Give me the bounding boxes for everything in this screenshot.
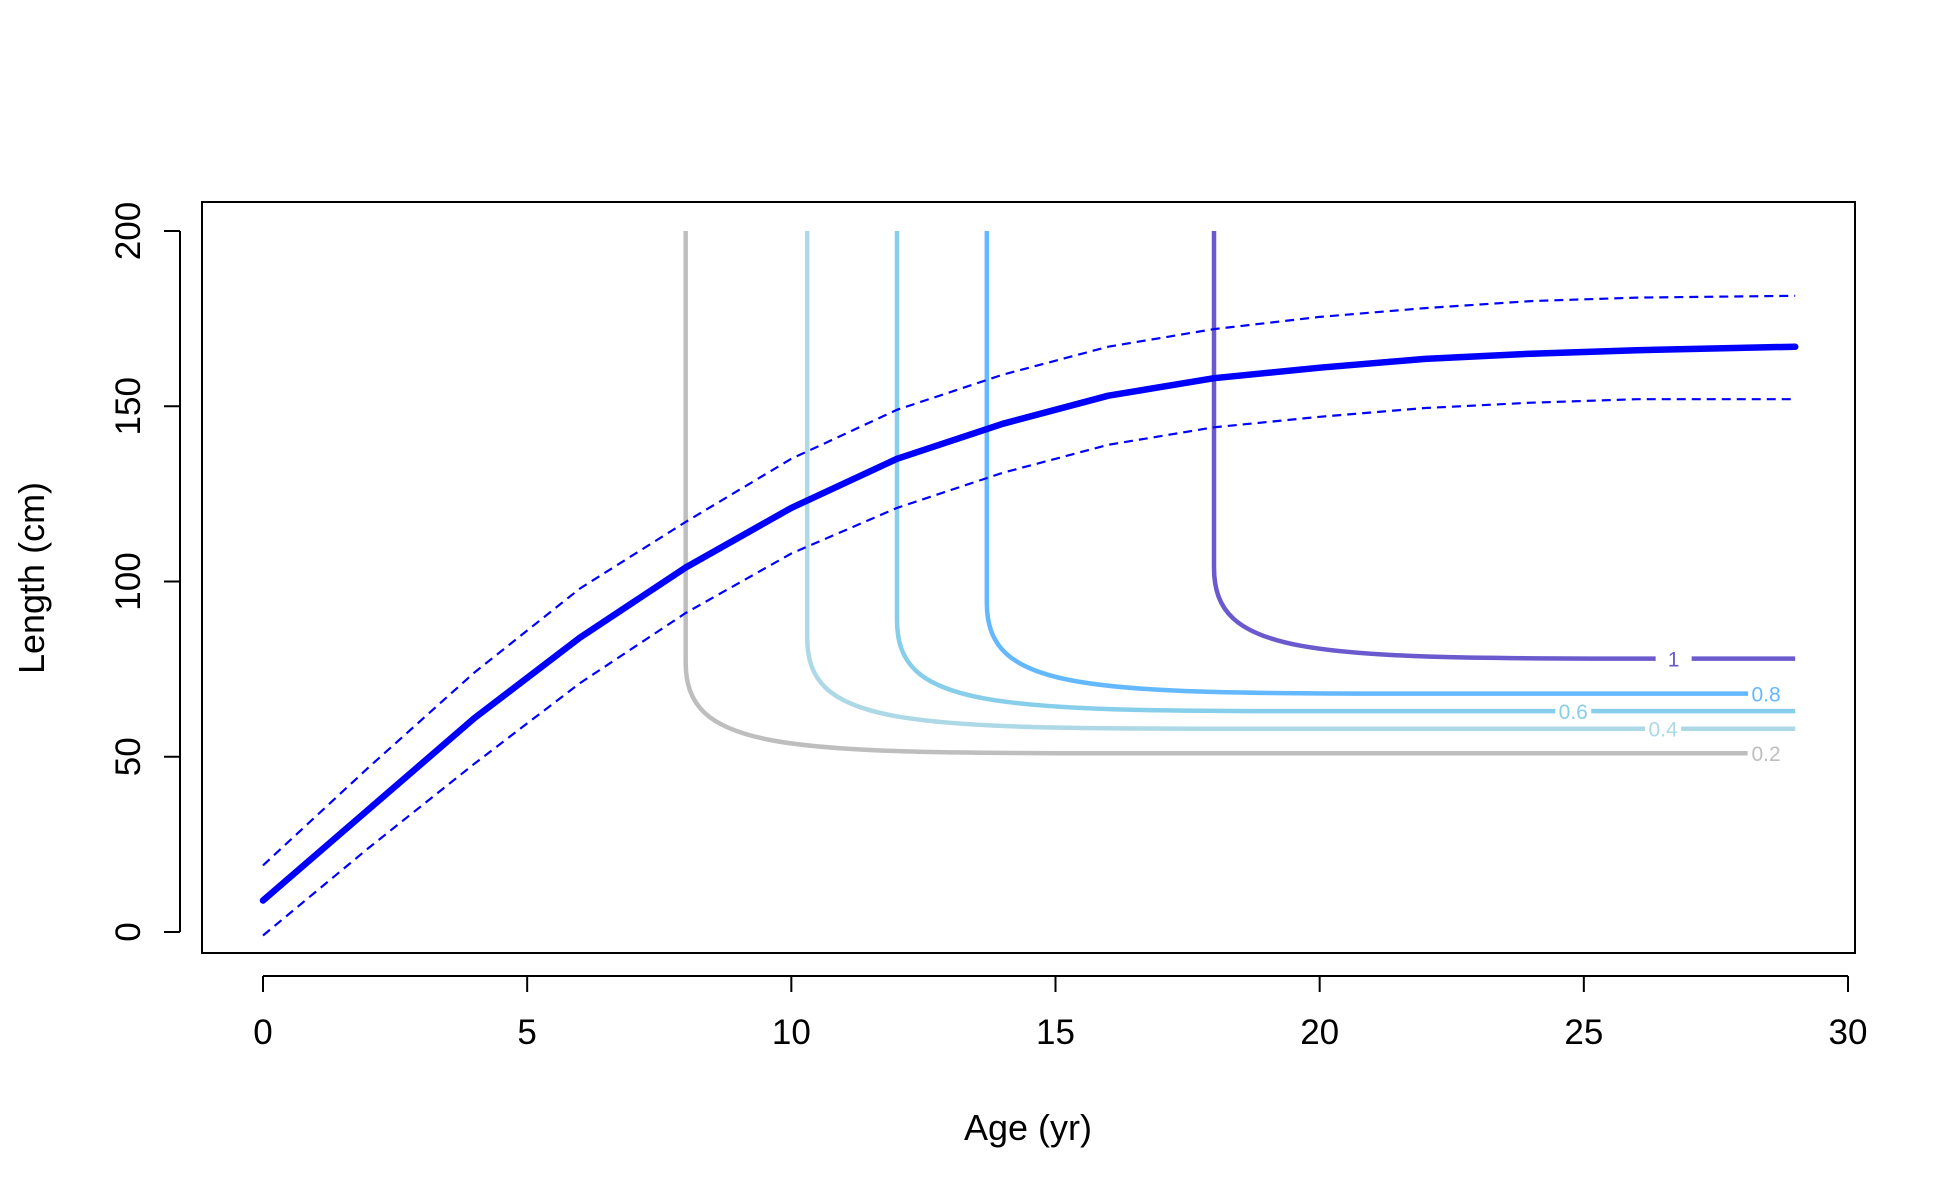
x-tick-label: 25 [1564, 1013, 1603, 1052]
x-tick-label: 5 [517, 1013, 536, 1052]
growth-mean-line [259, 343, 1799, 904]
contour-label-0-2: 0.2 [1752, 743, 1781, 766]
contour-line-0-6 [894, 231, 1796, 714]
y-axis: 0 50 100 150 200 [109, 202, 181, 942]
x-tick-label: 15 [1036, 1013, 1075, 1052]
contour-label-0-8: 0.8 [1752, 684, 1781, 707]
contour-label-gap [1748, 741, 1785, 766]
x-tick-label: 20 [1300, 1013, 1339, 1052]
x-tick-label: 30 [1829, 1013, 1868, 1052]
x-axis-title: Age (yr) [964, 1107, 1092, 1148]
contour-label-0-4: 0.4 [1648, 719, 1678, 742]
contour-label-0-6: 0.6 [1559, 701, 1588, 724]
growth-curves [259, 294, 1799, 937]
x-axis: 0 5 10 15 20 25 30 [253, 975, 1868, 1052]
y-tick-label: 150 [109, 377, 148, 435]
plot-frame [201, 201, 1856, 954]
y-tick-label: 0 [109, 922, 148, 941]
contour-label-gap [1655, 646, 1692, 671]
growth-upper-bound [262, 294, 1796, 867]
y-axis-title: Length (cm) [11, 482, 52, 674]
selectivity-contours [683, 231, 1796, 756]
contour-label-1: 1 [1668, 649, 1680, 672]
contour-line-0-4 [804, 231, 1796, 731]
contour-label-gap [1748, 681, 1785, 706]
contour-line-0-8 [984, 231, 1753, 696]
y-tick-label: 100 [109, 552, 148, 610]
x-tick-label: 10 [772, 1013, 811, 1052]
contour-label-gap [1555, 699, 1592, 724]
y-tick-label: 50 [109, 737, 148, 776]
contour-line-0-2 [683, 231, 1748, 756]
contour-label-gap [1645, 716, 1682, 741]
contour-line-1 [1211, 231, 1796, 661]
contour-labels: 0.2 0.4 0.6 0.8 1 [1555, 646, 1785, 766]
x-tick-label: 0 [253, 1013, 272, 1052]
growth-lower-bound [262, 398, 1796, 937]
y-tick-label: 200 [109, 202, 148, 260]
